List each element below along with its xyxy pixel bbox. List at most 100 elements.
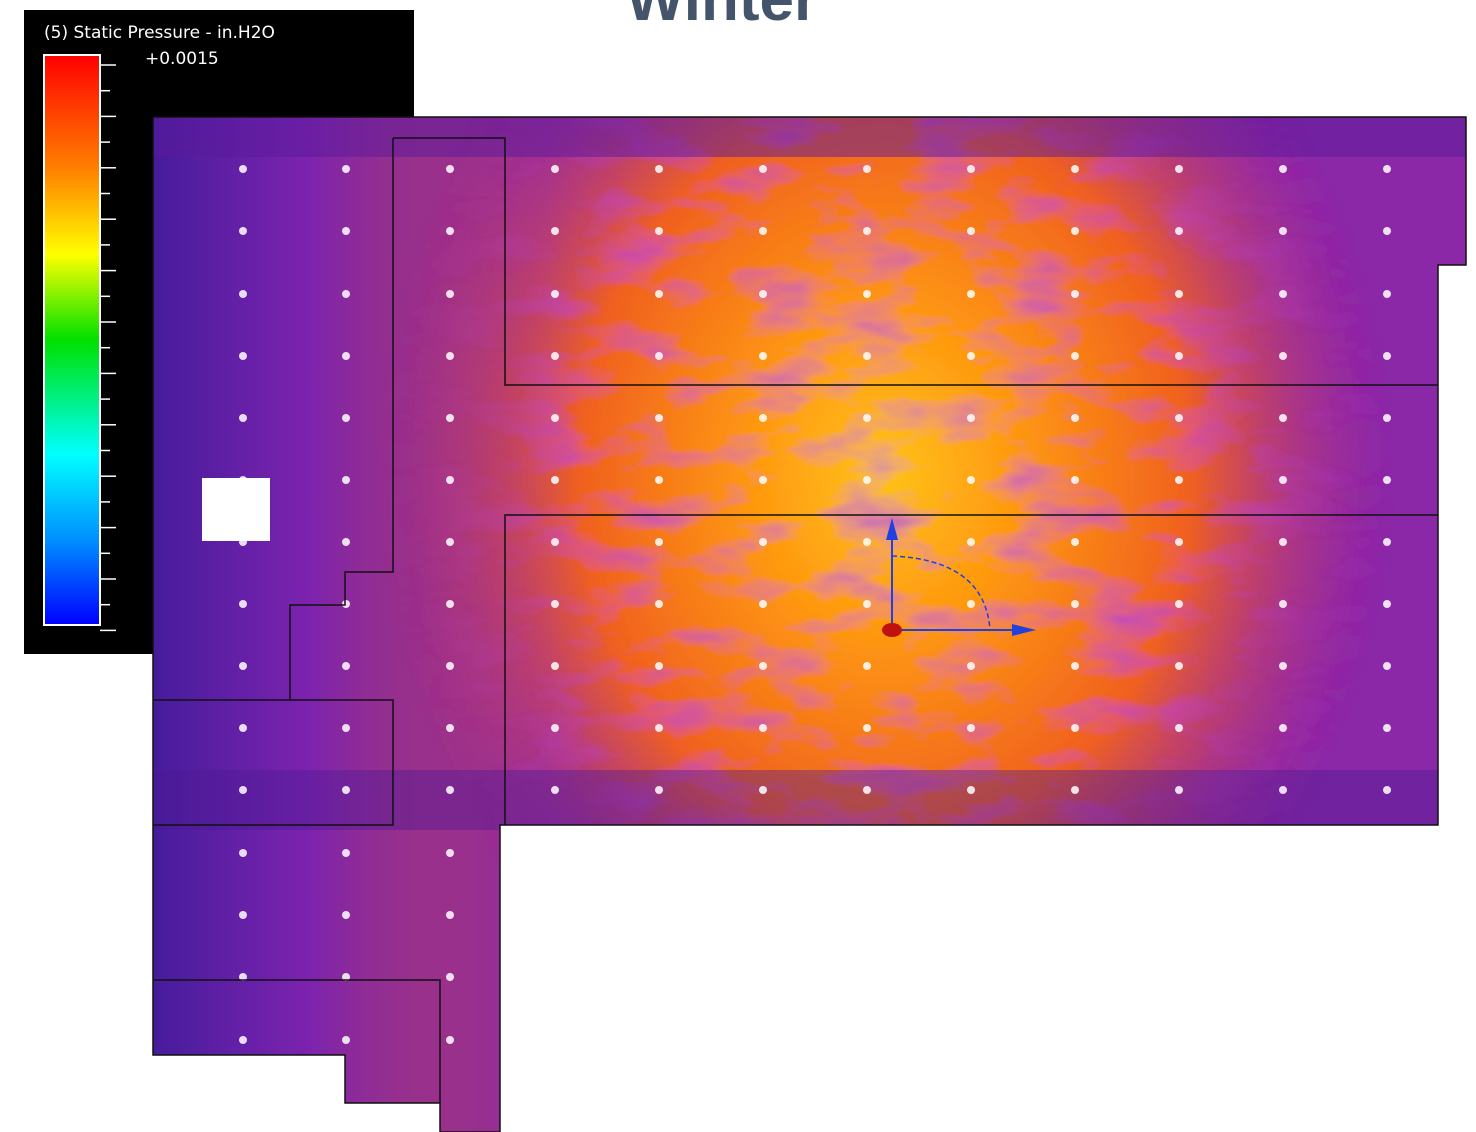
diffuser — [1383, 724, 1391, 732]
diffuser — [1175, 290, 1183, 298]
diffuser — [1071, 600, 1079, 608]
diffuser — [239, 165, 247, 173]
diffuser — [1071, 352, 1079, 360]
diffuser — [239, 786, 247, 794]
diffuser — [342, 1036, 350, 1044]
diffuser — [551, 165, 559, 173]
diffuser — [967, 538, 975, 546]
diffuser — [759, 786, 767, 794]
diffuser — [342, 538, 350, 546]
diffuser — [342, 414, 350, 422]
diffuser — [967, 227, 975, 235]
diffuser — [342, 165, 350, 173]
diffuser — [1279, 662, 1287, 670]
diffuser — [1175, 538, 1183, 546]
diffuser — [446, 538, 454, 546]
diffuser — [1383, 662, 1391, 670]
diffuser — [863, 538, 871, 546]
diffuser — [967, 724, 975, 732]
diffuser — [342, 227, 350, 235]
diffuser — [1383, 227, 1391, 235]
diffuser — [239, 849, 247, 857]
diffuser — [551, 476, 559, 484]
diffuser — [1383, 476, 1391, 484]
legend-label: (5) Static Pressure - in.H2O — [44, 23, 275, 43]
diffuser — [1071, 724, 1079, 732]
diffuser — [239, 600, 247, 608]
diffuser — [342, 724, 350, 732]
diffuser — [1175, 786, 1183, 794]
diffuser — [1175, 662, 1183, 670]
diffuser — [759, 476, 767, 484]
diffuser — [1279, 786, 1287, 794]
diffuser — [446, 227, 454, 235]
diffuser — [446, 786, 454, 794]
diffuser — [1383, 538, 1391, 546]
diffuser — [1383, 414, 1391, 422]
diffuser — [655, 476, 663, 484]
diffuser — [655, 538, 663, 546]
diffuser — [967, 290, 975, 298]
diffuser — [863, 352, 871, 360]
diffuser — [1175, 476, 1183, 484]
diffuser — [863, 476, 871, 484]
diffuser — [239, 724, 247, 732]
diffuser — [1071, 290, 1079, 298]
diffuser — [342, 849, 350, 857]
title: Winter — [626, 0, 818, 34]
diffuser — [1383, 352, 1391, 360]
diffuser — [342, 352, 350, 360]
diffuser — [551, 600, 559, 608]
diffuser — [1071, 662, 1079, 670]
diffuser — [1175, 165, 1183, 173]
diffuser — [655, 786, 663, 794]
diffuser — [759, 414, 767, 422]
diffuser — [759, 600, 767, 608]
diffuser — [759, 538, 767, 546]
diffuser — [1383, 786, 1391, 794]
diffuser — [1175, 414, 1183, 422]
diffuser — [863, 724, 871, 732]
diffuser — [446, 1036, 454, 1044]
diffuser — [1383, 600, 1391, 608]
diffuser — [239, 290, 247, 298]
diffuser — [342, 290, 350, 298]
color-bar — [44, 55, 100, 625]
diffuser — [342, 662, 350, 670]
diffuser — [239, 414, 247, 422]
diffuser — [967, 352, 975, 360]
diffuser — [551, 786, 559, 794]
diffuser — [446, 290, 454, 298]
edge-shade — [153, 770, 1466, 830]
diffuser — [446, 414, 454, 422]
obstruction — [202, 478, 270, 541]
diffuser — [1071, 538, 1079, 546]
diffuser — [1071, 414, 1079, 422]
diffuser — [863, 290, 871, 298]
diffuser — [863, 414, 871, 422]
diffuser — [1279, 227, 1287, 235]
diffuser — [655, 290, 663, 298]
diffuser — [1071, 227, 1079, 235]
diffuser — [967, 600, 975, 608]
diffuser — [551, 290, 559, 298]
diffuser — [342, 600, 350, 608]
diffuser — [759, 227, 767, 235]
diffuser — [446, 165, 454, 173]
diffuser — [239, 911, 247, 919]
diffuser — [239, 1036, 247, 1044]
diffuser — [551, 352, 559, 360]
page: Winter (5) Static Pressure - in.H2O +0.0… — [0, 0, 1476, 1132]
diffuser — [967, 662, 975, 670]
diffuser — [1175, 600, 1183, 608]
diffuser — [759, 724, 767, 732]
diffuser — [863, 165, 871, 173]
diffuser — [863, 786, 871, 794]
diffuser — [1071, 165, 1079, 173]
diffuser — [1279, 352, 1287, 360]
diffuser — [1071, 786, 1079, 794]
diffuser — [551, 538, 559, 546]
diffuser — [551, 227, 559, 235]
diffuser — [759, 165, 767, 173]
diffuser — [239, 352, 247, 360]
